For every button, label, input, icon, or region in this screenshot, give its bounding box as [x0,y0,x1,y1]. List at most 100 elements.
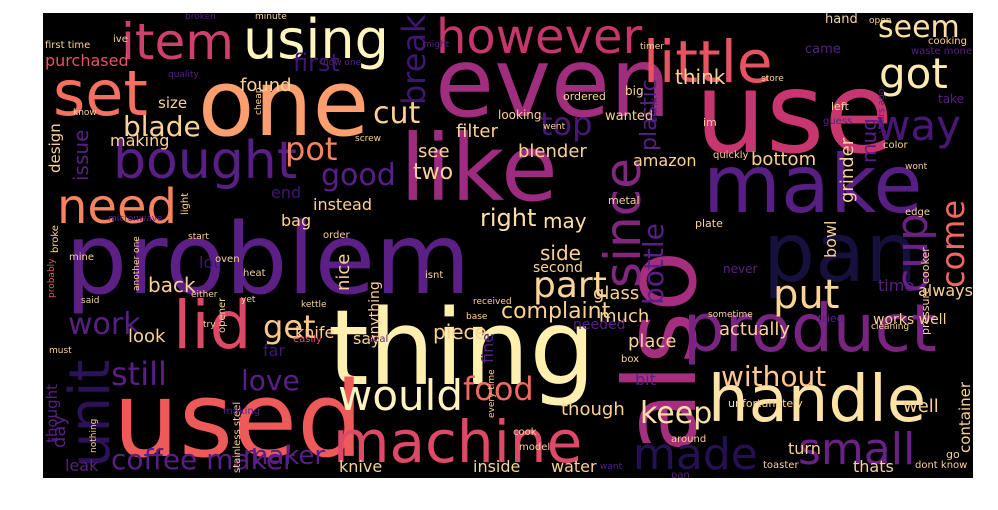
word-went: went [543,122,566,132]
word-wont: wont [905,162,928,172]
word-plate: plate [695,217,723,230]
word-place: place [628,331,677,352]
word-im: im [703,116,717,129]
word-making-small: making [223,406,261,417]
word-dont-know: dont know [915,460,968,471]
word-received: received [473,297,512,307]
word-design: design [46,123,64,173]
word-try: try [203,320,216,330]
word-inside: inside [473,457,521,476]
word-looking: looking [498,108,542,122]
word-said: said [81,296,100,306]
word-sometime: sometime [708,310,753,320]
word-using: using [243,13,389,71]
word-blade: blade [123,110,201,143]
word-part: part [533,265,607,306]
word-oven: oven [215,254,240,265]
word-pan: pan [763,206,918,301]
word-may: may [543,209,587,233]
word-wanted: wanted [605,109,654,124]
word-nice: nice [333,253,354,291]
word-thought: thought [43,384,61,443]
word-back: back [148,273,196,297]
word-works-well: works well [873,312,947,328]
word-cooking: cooking [928,36,967,47]
word-ive: ive [113,34,128,45]
word-though: though [561,399,625,420]
word-filter: filter [456,121,498,142]
word-cut: cut [373,96,421,131]
word-right: right [480,204,537,232]
word-glass: glass [593,283,640,304]
word-toaster: toaster [763,460,799,471]
word-love: love [241,364,300,397]
word-knive: knive [339,457,383,476]
word-bowl: bowl [821,220,840,258]
word-edge: edge [905,207,930,218]
word-big: big [625,84,644,98]
word-timer: timer [640,42,665,52]
word-set: set [53,57,148,130]
word-small: small [798,424,916,475]
word-like: like [400,115,558,222]
word-bag: bag [281,211,312,230]
word-order: order [323,230,350,241]
word-little: little [643,28,773,96]
word-heat: heat [243,268,266,279]
word-cloud: problem one even use thing used also lik… [43,13,973,478]
word-minute: minute [255,13,287,22]
word-look: look [128,326,166,347]
word-machine: machine [333,408,583,476]
word-metal: metal [608,194,640,207]
word-store: store [761,74,784,84]
word-making: making [110,131,170,150]
word-bit: bit [635,370,656,389]
word-good: good [321,158,396,193]
word-food: food [463,370,534,408]
word-turn: turn [788,439,821,458]
word-easily: easily [293,334,322,345]
word-drink: drink [649,97,660,123]
word-must: must [49,346,72,356]
word-hand: hand [825,13,858,27]
word-thing: thing [328,287,596,409]
word-much: much [599,306,650,327]
word-every-time: every time [487,369,497,418]
word-another-one: another one [132,236,142,291]
word-say: say [353,329,381,348]
word-probably: probably [47,258,57,299]
word-top: top [540,105,593,143]
word-might: might [423,40,450,50]
word-quickly: quickly [713,150,749,161]
word-years-ago: years ago [877,88,887,133]
word-make: make [703,138,923,231]
word-think: think [675,65,726,89]
word-take: take [938,92,964,106]
word-thats: thats [853,457,894,476]
word-size: size [158,94,188,112]
word-never: never [723,262,758,276]
word-purchased: purchased [45,51,129,70]
word-cook: cook [513,427,537,438]
word-lid: lid [173,287,252,364]
word-guess: guess [823,116,853,127]
word-made: made [633,429,758,478]
word-instead: instead [313,195,372,214]
word-isnt: isnt [425,270,444,281]
word-now-one: now one [323,58,362,68]
word-maker: maker [243,441,326,471]
word-got: got [879,49,948,98]
word-grinder: grinder [837,137,858,203]
word-needed: needed [573,317,626,333]
word-base: base [466,312,488,322]
word-still: still [111,355,167,393]
word-first: first [293,49,340,77]
word-always: always [918,281,973,300]
word-bottle: bottle [637,223,670,305]
word-water: water [551,457,597,476]
word-opener: opener [217,297,228,333]
word-seem: seem [878,13,960,45]
word-start: start [188,232,209,242]
word-issue: issue [69,129,93,181]
word-found: found [240,75,292,96]
